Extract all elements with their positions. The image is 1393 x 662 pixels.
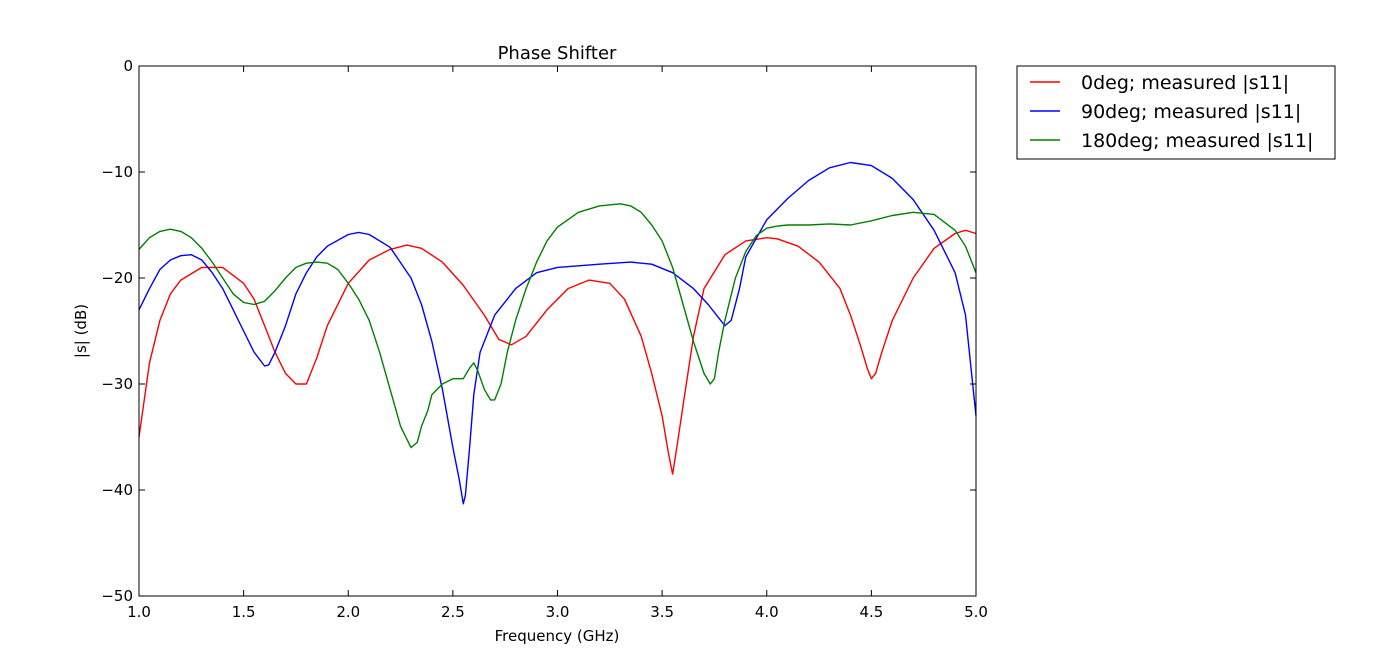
y-tick-label: 0 xyxy=(123,57,133,75)
series-line-2 xyxy=(138,203,977,449)
plot-lines xyxy=(138,161,977,505)
legend-label-1: 90deg; measured |s11| xyxy=(1081,101,1301,123)
legend: 0deg; measured |s11| 90deg; measured |s11… xyxy=(1016,65,1336,160)
legend-label-0: 0deg; measured |s11| xyxy=(1081,72,1289,94)
y-axis-label: |s| (dB) xyxy=(72,304,90,358)
x-tick-label: 3.0 xyxy=(546,603,570,621)
series-line-1 xyxy=(138,161,977,505)
y-tick-label: −10 xyxy=(101,163,133,181)
series-line-0 xyxy=(138,229,977,475)
x-tick-label: 3.5 xyxy=(650,603,674,621)
y-tick-label: −40 xyxy=(101,481,133,499)
x-tick-label: 4.0 xyxy=(755,603,779,621)
x-tick-label: 2.0 xyxy=(336,603,360,621)
y-axis: 0 −10 −20 −30 −40 −50 xyxy=(101,57,976,605)
y-tick-label: −50 xyxy=(101,587,133,605)
x-tick-label: 5.0 xyxy=(964,603,988,621)
x-tick-label: 1.5 xyxy=(232,603,256,621)
x-tick-label: 2.5 xyxy=(441,603,465,621)
y-tick-label: −20 xyxy=(101,269,133,287)
legend-box xyxy=(1016,65,1336,160)
x-axis: 1.0 1.5 2.0 2.5 3.0 3.5 4.0 4.5 5.0 xyxy=(127,66,988,621)
y-tick-label: −30 xyxy=(101,375,133,393)
x-tick-label: 4.5 xyxy=(859,603,883,621)
chart-title: Phase Shifter xyxy=(498,43,617,64)
legend-label-2: 180deg; measured |s11| xyxy=(1081,130,1313,152)
x-tick-label: 1.0 xyxy=(127,603,151,621)
x-axis-label: Frequency (GHz) xyxy=(495,627,620,645)
